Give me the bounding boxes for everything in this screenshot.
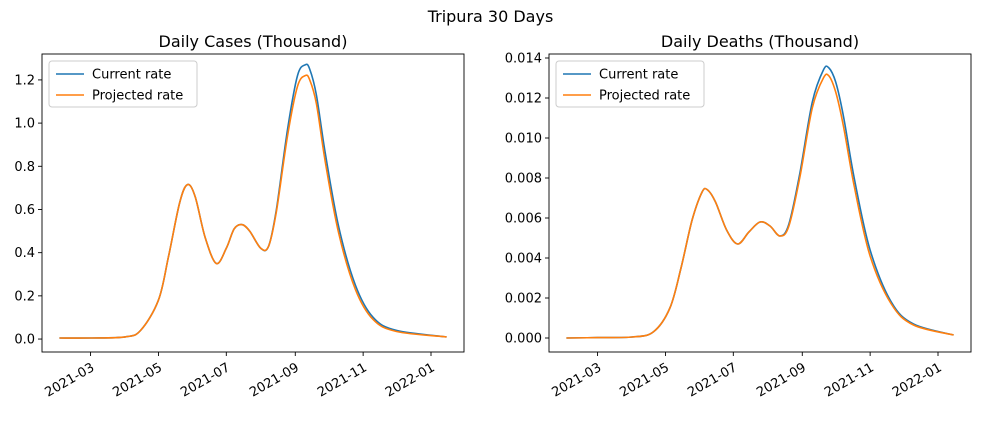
x-tick-label: 2021-11 bbox=[822, 360, 877, 400]
x-tick-label: 2021-05 bbox=[617, 360, 672, 400]
x-tick-label: 2021-05 bbox=[110, 360, 165, 400]
figure-title: Tripura 30 Days bbox=[427, 7, 554, 26]
x-tick-label: 2022-01 bbox=[383, 360, 438, 400]
y-tick-label: 0.002 bbox=[505, 292, 542, 307]
y-tick-label: 1.0 bbox=[14, 117, 35, 132]
x-tick-label: 2021-09 bbox=[754, 360, 809, 400]
x-tick-label: 2021-09 bbox=[247, 360, 302, 400]
y-tick-label: 0.6 bbox=[14, 203, 35, 218]
y-tick-label: 0.010 bbox=[505, 132, 542, 147]
y-tick-label: 0.2 bbox=[14, 289, 35, 304]
projected-rate-line bbox=[566, 73, 954, 339]
cases-chart: Daily Cases (Thousand) 0.0 0.2 0.4 0.6 0.8 1.0… bbox=[14, 32, 465, 401]
legend-box bbox=[48, 60, 198, 108]
deaths-chart: Daily Deaths (Thousand) 0.000 0.002 0.004 0.… bbox=[505, 32, 972, 401]
x-tick-label: 2021-11 bbox=[315, 360, 370, 400]
legend-box bbox=[555, 60, 705, 108]
plot-frame bbox=[41, 53, 465, 353]
y-tick-label: 1.2 bbox=[14, 73, 35, 88]
y-tick-label: 0.0 bbox=[14, 333, 35, 348]
y-tick-label: 0.008 bbox=[505, 172, 542, 187]
chart-title: Daily Deaths (Thousand) bbox=[661, 32, 859, 51]
x-tick-label: 2021-03 bbox=[43, 360, 98, 400]
x-tick-label: 2021-03 bbox=[550, 360, 605, 400]
y-tick-label: 0.006 bbox=[505, 212, 542, 227]
y-tick-label: 0.012 bbox=[505, 92, 542, 107]
y-tick-label: 0.4 bbox=[14, 246, 35, 261]
x-tick-label: 2022-01 bbox=[890, 360, 945, 400]
y-tick-label: 0.004 bbox=[505, 252, 542, 267]
y-tick-label: 0.000 bbox=[505, 332, 542, 347]
projected-rate-line bbox=[59, 74, 447, 339]
legend-label-current: Current rate bbox=[92, 68, 171, 83]
legend-label-current: Current rate bbox=[599, 68, 678, 83]
chart-title: Daily Cases (Thousand) bbox=[159, 32, 348, 51]
x-tick-label: 2021-07 bbox=[685, 360, 740, 400]
plot-frame bbox=[548, 53, 972, 353]
y-tick-label: 0.014 bbox=[505, 52, 542, 67]
legend-label-projected: Projected rate bbox=[92, 89, 183, 104]
y-tick-label: 0.8 bbox=[14, 160, 35, 175]
legend-label-projected: Projected rate bbox=[599, 89, 690, 104]
x-tick-label: 2021-07 bbox=[178, 360, 233, 400]
